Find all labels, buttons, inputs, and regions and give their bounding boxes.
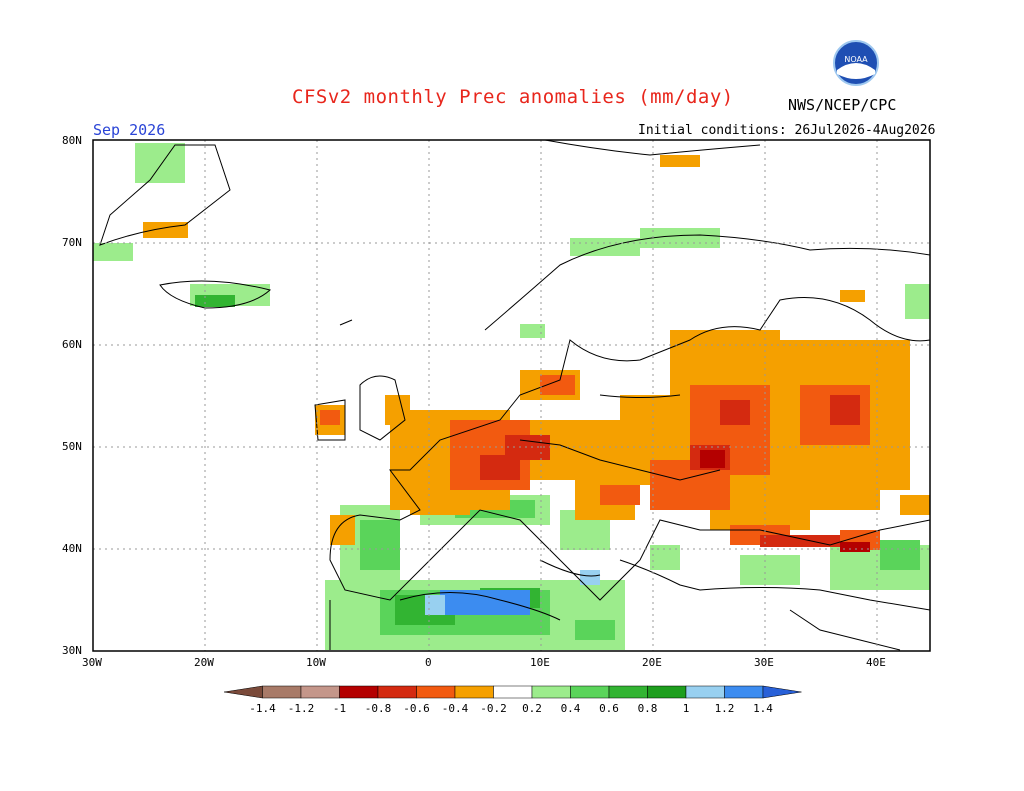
colorbar-segment <box>531 685 571 699</box>
lat-label: 30N <box>62 644 82 657</box>
colorbar-tick-label: 0.2 <box>522 702 542 715</box>
lon-label: 30W <box>82 656 102 669</box>
colorbar-tick-label: -1 <box>332 702 347 715</box>
colorbar-segment <box>416 685 456 699</box>
colorbar-segment <box>570 685 610 699</box>
lon-label: 10W <box>306 656 326 669</box>
colorbar-segment <box>454 685 494 699</box>
colorbar-segment <box>262 685 302 699</box>
noaa-logo: NOAA <box>833 40 879 86</box>
anomaly-shading <box>93 143 930 650</box>
colorbar-segment <box>300 685 340 699</box>
org-label: NWS/NCEP/CPC <box>788 96 897 114</box>
lon-label: 20E <box>642 656 662 669</box>
lat-label: 80N <box>62 134 82 147</box>
colorbar-tick-label: 1.2 <box>714 702 735 715</box>
initial-conditions: Initial conditions: 26Jul2026-4Aug2026 <box>638 123 936 138</box>
colorbar-tick-label: -0.8 <box>364 702 392 715</box>
lon-label: 30E <box>754 656 774 669</box>
colorbar-segment <box>685 685 725 699</box>
graticule <box>93 140 930 651</box>
lon-label: 0 <box>425 656 432 669</box>
colorbar-tick-label: 0.4 <box>560 702 581 715</box>
coastlines <box>99 139 931 651</box>
colorbar-tick-label: 0.6 <box>599 702 619 715</box>
colorbar-segment <box>724 685 764 699</box>
colorbar-tick-label: 1 <box>682 702 690 715</box>
lon-label: 40E <box>866 656 886 669</box>
colorbar-segment <box>339 685 379 699</box>
colorbar-segment <box>608 685 648 699</box>
lon-label: 20W <box>194 656 214 669</box>
lat-label: 70N <box>62 236 82 249</box>
colorbar-segment <box>224 685 263 699</box>
chart-title: CFSv2 monthly Prec anomalies (mm/day) <box>292 86 734 108</box>
colorbar-tick-label: -1.2 <box>287 702 315 715</box>
map-frame <box>92 139 931 652</box>
lat-label: 50N <box>62 440 82 453</box>
lat-label: 60N <box>62 338 82 351</box>
colorbar-segment <box>493 685 533 699</box>
colorbar-tick-label: -0.2 <box>480 702 507 715</box>
colorbar-tick-label: 1.4 <box>753 702 773 715</box>
colorbar <box>224 685 802 699</box>
lon-label: 10E <box>530 656 550 669</box>
colorbar-tick-label: 0.8 <box>637 702 658 715</box>
colorbar-segment <box>762 685 802 699</box>
colorbar-tick-label: -0.6 <box>403 702 430 715</box>
noaa-logo-text: NOAA <box>844 55 868 64</box>
colorbar-tick-label: -0.4 <box>441 702 469 715</box>
colorbar-segment <box>377 685 417 699</box>
forecast-month: Sep 2026 <box>93 121 166 139</box>
lat-label: 40N <box>62 542 82 555</box>
colorbar-tick-label: -1.4 <box>249 702 276 715</box>
colorbar-segment <box>647 685 687 699</box>
